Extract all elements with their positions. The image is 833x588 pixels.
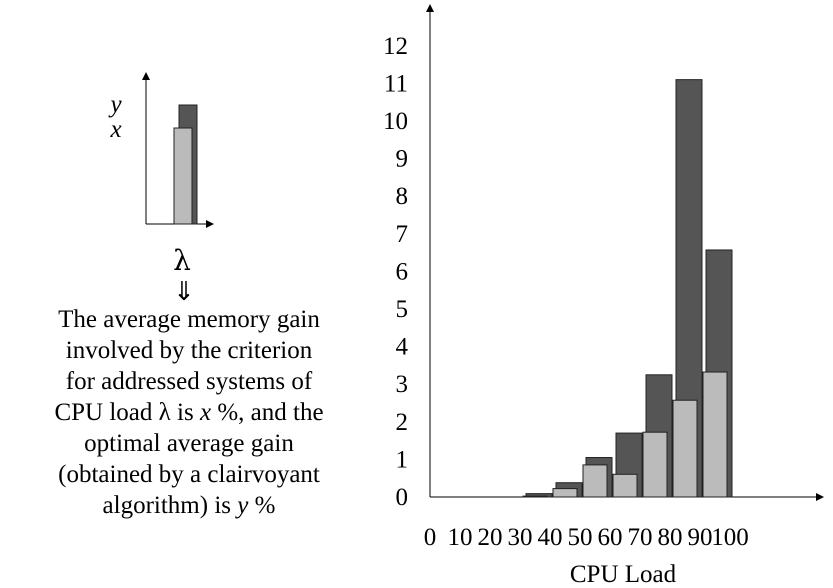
y-tick-label: 1 — [396, 446, 409, 473]
bar-x-80-90 — [672, 399, 698, 498]
x-tick-label: 20 — [478, 524, 503, 551]
x-tick-label: 50 — [568, 524, 593, 551]
x-tick-label: 60 — [598, 524, 623, 551]
x-tick-label: 0 — [424, 524, 437, 551]
legend-lambda: λ — [173, 244, 191, 277]
legend-x-label: x — [109, 116, 121, 143]
x-axis-label: CPU Load — [570, 561, 677, 588]
y-tick-label: 10 — [383, 108, 408, 135]
y-tick-label: 5 — [396, 296, 409, 323]
bar-x-60-70 — [612, 473, 638, 498]
bar-x-90-100 — [702, 371, 728, 498]
legend-text-line: The average memory gain — [58, 306, 320, 333]
x-tick-label: 30 — [508, 524, 533, 551]
x-tick-label: 40 — [538, 524, 563, 551]
x-tick-label: 100 — [711, 524, 749, 551]
bar-x-70-80 — [642, 431, 668, 498]
y-tick-label: 7 — [396, 221, 409, 248]
y-tick-label: 6 — [396, 258, 409, 285]
legend-text-line: CPU load λ is x %, and the — [54, 399, 324, 426]
legend-arrow: ⇓ — [173, 277, 195, 307]
legend-explanation: The average memory gain involved by the c… — [0, 304, 378, 521]
y-tick-label: 11 — [384, 70, 408, 97]
y-tick-label: 9 — [396, 146, 409, 173]
legend-text-line: optimal average gain — [84, 430, 294, 457]
y-tick-label: 2 — [396, 409, 409, 436]
legend-text-line: algorithm) is y % — [102, 492, 276, 519]
legend-y-label: y — [107, 91, 122, 118]
x-tick-label: 80 — [658, 524, 683, 551]
x-tick-label: 10 — [448, 524, 473, 551]
x-tick-label: 90 — [688, 524, 713, 551]
legend-text-line: for addressed systems of — [65, 368, 313, 395]
bar-x-40-50 — [552, 488, 578, 498]
legend-text-line: involved by the criterion — [65, 337, 313, 364]
bar-x-50-60 — [582, 464, 608, 498]
y-tick-label: 3 — [396, 371, 409, 398]
legend-mini-plot: yx λ⇓ — [107, 72, 214, 307]
legend-text-line: (obtained by a clairvoyant — [58, 461, 320, 488]
y-tick-label: 0 — [396, 484, 409, 511]
y-tick-label: 4 — [396, 334, 409, 361]
bar-x-30-40 — [522, 495, 548, 498]
y-tick-label: 8 — [396, 183, 409, 210]
x-tick-label: 70 — [628, 524, 653, 551]
y-tick-label: 12 — [383, 33, 408, 60]
legend-bar-x — [173, 127, 193, 225]
